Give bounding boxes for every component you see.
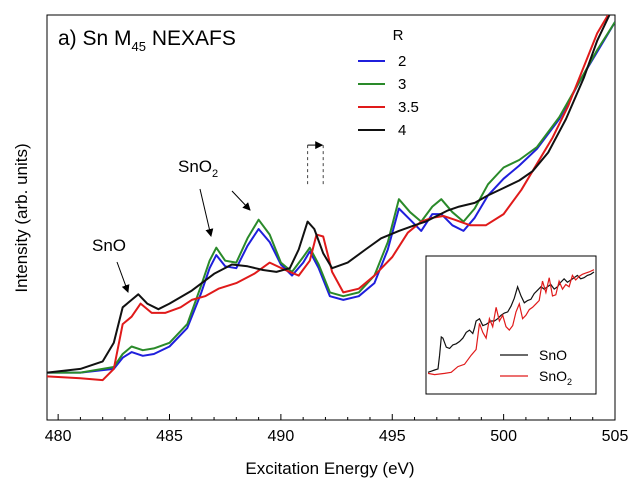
annotation-sno2-arrow-1 — [199, 188, 214, 237]
x-tick-label-480: 480 — [45, 428, 72, 445]
inset-legend-label-sno: SnO — [539, 347, 567, 363]
inset: SnO SnO2 — [425, 255, 597, 395]
x-tick-label-490: 490 — [268, 428, 295, 445]
plot-frame — [46, 14, 616, 421]
legend: R 2 3 3.5 4 — [358, 27, 419, 139]
x-tick-label-495: 495 — [379, 428, 406, 445]
inset-legend-label-sno2: SnO2 — [539, 368, 572, 387]
x-axis-label: Excitation Energy (eV) — [245, 459, 414, 478]
inset-frame — [425, 255, 597, 395]
title-subscript: 45 — [132, 39, 146, 54]
inset-series-layer — [427, 269, 595, 376]
legend-label-3: 3 — [398, 76, 406, 93]
inset-legend-sno2-sub: 2 — [567, 377, 572, 387]
inset-legend-sno2-main: SnO — [539, 368, 567, 384]
title-main: a) Sn M — [58, 27, 132, 50]
title-rest: NEXAFS — [146, 27, 236, 50]
annotation-sno-label: SnO — [92, 236, 126, 255]
series-line-3-5 — [47, 15, 610, 382]
x-tick-label-500: 500 — [490, 428, 517, 445]
legend-label-4: 4 — [398, 122, 406, 139]
x-tick-label-485: 485 — [156, 428, 183, 445]
inset-line-sno2 — [427, 269, 595, 376]
annotation-sno2-main: SnO — [178, 157, 212, 176]
legend-title: R — [393, 27, 404, 44]
legend-label-3-5: 3.5 — [398, 99, 419, 116]
series-line-3 — [47, 21, 615, 374]
annotation-sno-arrow — [116, 261, 130, 293]
annotation-sno2-arrow-2 — [231, 190, 251, 211]
y-axis-label: Intensity (arb. units) — [12, 143, 31, 292]
series-line-4 — [47, 15, 611, 374]
inset-line-sno — [427, 271, 595, 373]
x-axis-ticks: 480 485 490 495 500 505 — [45, 414, 629, 445]
peak-shift-marker — [307, 141, 324, 186]
legend-label-2: 2 — [398, 53, 406, 70]
annotation-sno: SnO — [92, 236, 130, 293]
annotation-sno2: SnO2 — [178, 157, 251, 237]
annotation-sno2-label: SnO2 — [178, 157, 218, 180]
chart-title: a) Sn M45 NEXAFS — [58, 27, 236, 54]
series-layer — [47, 15, 615, 382]
x-tick-label-505: 505 — [602, 428, 629, 445]
annotation-sno2-sub: 2 — [212, 168, 218, 180]
